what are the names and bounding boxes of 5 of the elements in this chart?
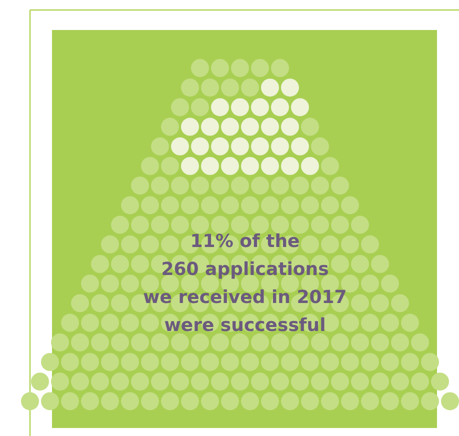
data-label: 11% [190,231,240,252]
text: were successful [164,315,326,336]
text: 260 applications [161,259,329,280]
text: of the [240,231,300,252]
text: we received in 2017 [143,287,347,308]
